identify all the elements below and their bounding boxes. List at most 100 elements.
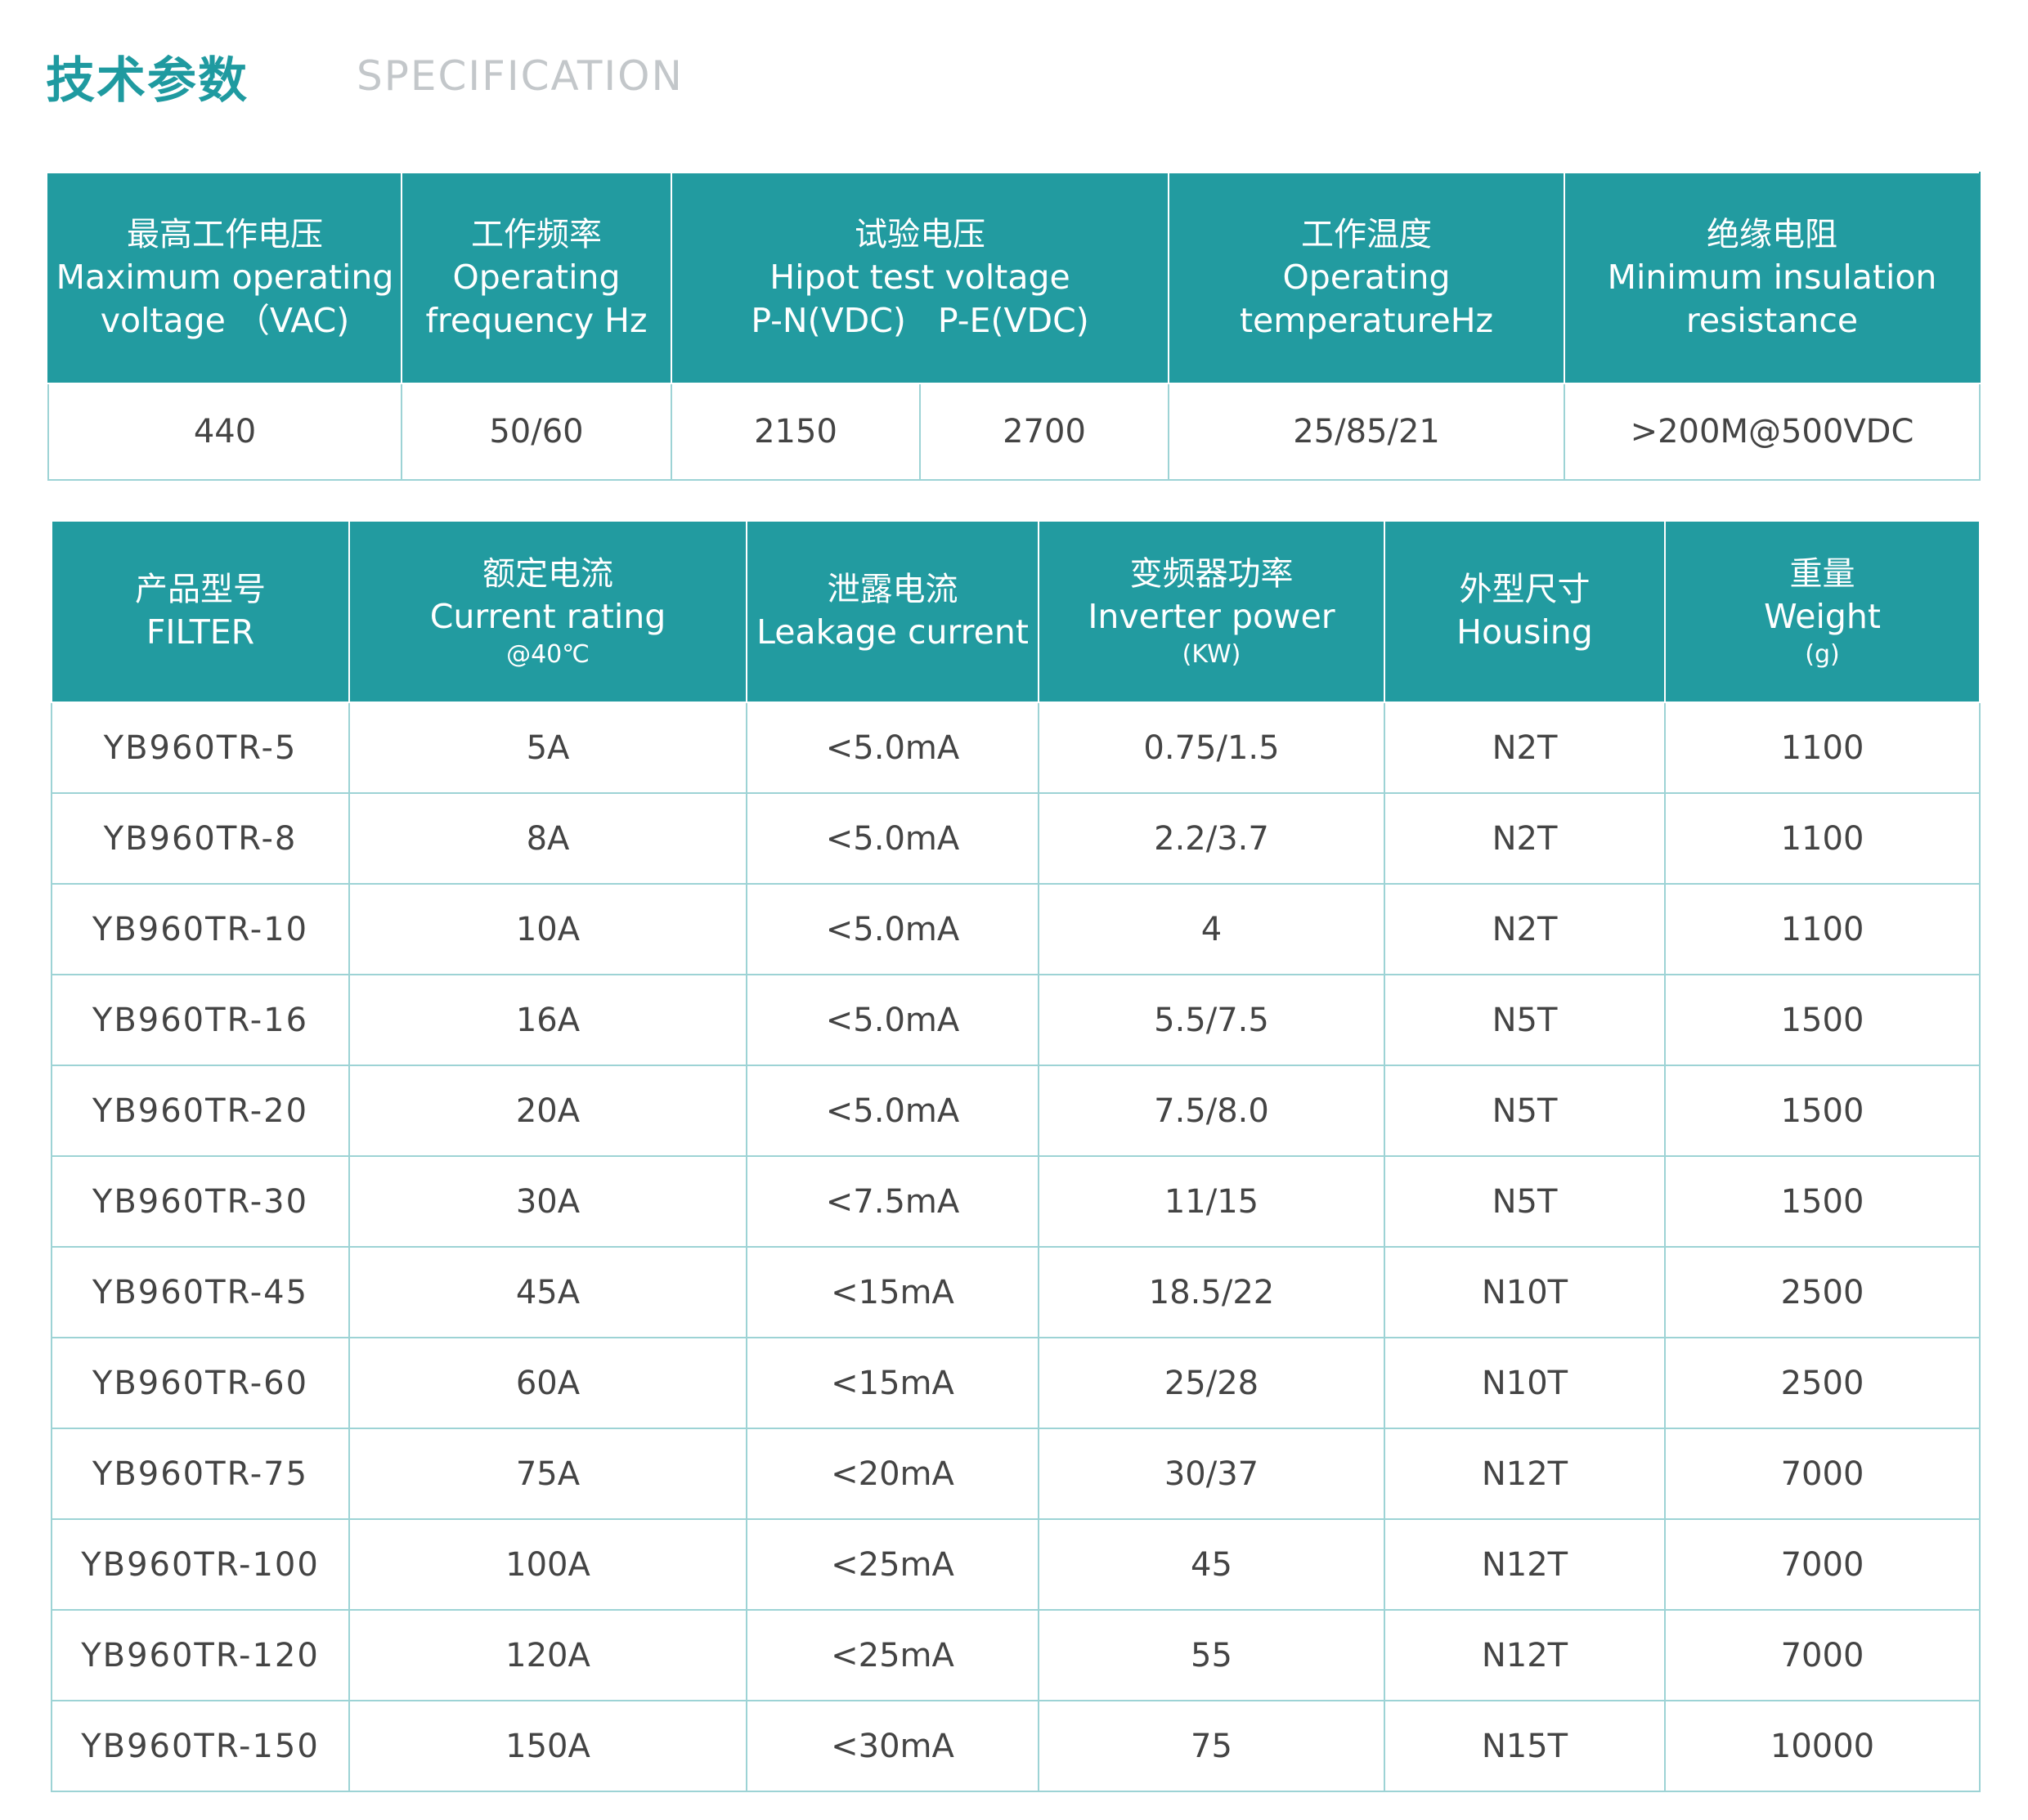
inverter-power-cell: 2.2/3.7 bbox=[1038, 792, 1385, 885]
table-row: YB960TR-16 16A <5.0mA 5.5/7.5 N5T 1500 bbox=[51, 974, 1981, 1066]
header-label-sub: (KW) bbox=[1182, 640, 1241, 670]
table-row: YB960TR-100 100A <25mA 45 N12T 7000 bbox=[51, 1518, 1981, 1611]
filter-header-model: 产品型号 FILTER bbox=[51, 520, 350, 703]
table-row: YB960TR-60 60A <15mA 25/28 N10T 2500 bbox=[51, 1337, 1981, 1429]
model-cell: YB960TR-75 bbox=[51, 1428, 350, 1520]
page-title-en: SPECIFICATION bbox=[357, 52, 684, 100]
leakage-current-cell: <15mA bbox=[746, 1337, 1039, 1429]
header-label-en: frequency Hz bbox=[425, 301, 648, 340]
model-cell: YB960TR-120 bbox=[51, 1609, 350, 1701]
spec-header-max-voltage: 最高工作电压 Maximum operating voltage （VAC) bbox=[47, 172, 402, 384]
header-label-en: Weight bbox=[1764, 596, 1881, 636]
housing-cell: N10T bbox=[1384, 1337, 1666, 1429]
housing-cell: N12T bbox=[1384, 1518, 1666, 1611]
header-label-cn: 外型尺寸 bbox=[1459, 571, 1591, 609]
spec-value-hipot-pe: 2700 bbox=[918, 383, 1170, 481]
weight-cell: 2500 bbox=[1664, 1246, 1981, 1338]
header-label-en: Operating bbox=[452, 257, 621, 297]
spec-value-row: 440 50/60 2150 2700 25/85/21 >200M@500VD… bbox=[47, 383, 1981, 481]
header-label-cn: 绝缘电阻 bbox=[1707, 215, 1838, 253]
inverter-power-cell: 55 bbox=[1038, 1609, 1385, 1701]
housing-cell: N12T bbox=[1384, 1609, 1666, 1701]
leakage-current-cell: <25mA bbox=[746, 1609, 1039, 1701]
table-row: YB960TR-120 120A <25mA 55 N12T 7000 bbox=[51, 1609, 1981, 1701]
inverter-power-cell: 18.5/22 bbox=[1038, 1246, 1385, 1338]
table-row: YB960TR-5 5A <5.0mA 0.75/1.5 N2T 1100 bbox=[51, 702, 1981, 794]
header-label-cn: 最高工作电压 bbox=[127, 215, 323, 253]
header-label-cn: 重量 bbox=[1789, 554, 1855, 593]
inverter-power-cell: 45 bbox=[1038, 1518, 1385, 1611]
leakage-current-cell: <5.0mA bbox=[746, 1065, 1039, 1157]
weight-cell: 1100 bbox=[1664, 702, 1981, 794]
leakage-current-cell: <5.0mA bbox=[746, 974, 1039, 1066]
inverter-power-cell: 11/15 bbox=[1038, 1155, 1385, 1248]
spec-header-row: 最高工作电压 Maximum operating voltage （VAC) 工… bbox=[47, 172, 1981, 384]
header-label-cn: 工作频率 bbox=[471, 215, 602, 253]
model-cell: YB960TR-10 bbox=[51, 883, 350, 975]
weight-cell: 1500 bbox=[1664, 1155, 1981, 1248]
housing-cell: N5T bbox=[1384, 974, 1666, 1066]
housing-cell: N5T bbox=[1384, 1065, 1666, 1157]
header-label-en: Hipot test voltage bbox=[769, 257, 1070, 297]
spec-value-max-voltage: 440 bbox=[47, 383, 402, 481]
spec-value-temperature: 25/85/21 bbox=[1168, 383, 1566, 481]
header-label-cn: 试验电压 bbox=[855, 215, 985, 253]
housing-cell: N2T bbox=[1384, 883, 1666, 975]
housing-cell: N12T bbox=[1384, 1428, 1666, 1520]
header-label-en: voltage （VAC) bbox=[100, 301, 350, 340]
header-label-cn: 泄露电流 bbox=[827, 571, 958, 609]
model-cell: YB960TR-8 bbox=[51, 792, 350, 885]
housing-cell: N2T bbox=[1384, 702, 1666, 794]
model-cell: YB960TR-100 bbox=[51, 1518, 350, 1611]
weight-cell: 2500 bbox=[1664, 1337, 1981, 1429]
header-label-en: P-N(VDC) P-E(VDC) bbox=[751, 301, 1089, 340]
model-cell: YB960TR-60 bbox=[51, 1337, 350, 1429]
filter-header-inverter-power: 变频器功率 Inverter power (KW) bbox=[1038, 520, 1385, 703]
spec-header-hipot-voltage: 试验电压 Hipot test voltage P-N(VDC) P-E(VDC… bbox=[670, 172, 1170, 384]
inverter-power-cell: 75 bbox=[1038, 1700, 1385, 1792]
page-header: 技术参数 SPECIFICATION bbox=[0, 0, 2028, 147]
filter-header-current: 额定电流 Current rating @40℃ bbox=[348, 520, 747, 703]
spec-header-temperature: 工作温度 Operating temperatureHz bbox=[1168, 172, 1566, 384]
housing-cell: N2T bbox=[1384, 792, 1666, 885]
spec-header-insulation: 绝缘电阻 Minimum insulation resistance bbox=[1564, 172, 1981, 384]
leakage-current-cell: <5.0mA bbox=[746, 792, 1039, 885]
spec-header-frequency: 工作频率 Operating frequency Hz bbox=[401, 172, 672, 384]
spec-value-frequency: 50/60 bbox=[401, 383, 672, 481]
inverter-power-cell: 30/37 bbox=[1038, 1428, 1385, 1520]
filter-header-leakage: 泄露电流 Leakage current bbox=[746, 520, 1039, 703]
header-label-en: Inverter power bbox=[1088, 596, 1335, 636]
spec-value-hipot-pn: 2150 bbox=[671, 383, 921, 481]
inverter-power-cell: 5.5/7.5 bbox=[1038, 974, 1385, 1066]
leakage-current-cell: <20mA bbox=[746, 1428, 1039, 1520]
current-rating-cell: 5A bbox=[348, 702, 747, 794]
header-label-sub: (g) bbox=[1805, 640, 1840, 670]
table-row: YB960TR-45 45A <15mA 18.5/22 N10T 2500 bbox=[51, 1246, 1981, 1338]
current-rating-cell: 16A bbox=[348, 974, 747, 1066]
model-cell: YB960TR-20 bbox=[51, 1065, 350, 1157]
housing-cell: N5T bbox=[1384, 1155, 1666, 1248]
current-rating-cell: 120A bbox=[348, 1609, 747, 1701]
header-label-sub: @40℃ bbox=[506, 640, 590, 670]
header-label-en: FILTER bbox=[146, 612, 255, 652]
inverter-power-cell: 7.5/8.0 bbox=[1038, 1065, 1385, 1157]
current-rating-cell: 45A bbox=[348, 1246, 747, 1338]
model-cell: YB960TR-5 bbox=[51, 702, 350, 794]
table-row: YB960TR-10 10A <5.0mA 4 N2T 1100 bbox=[51, 883, 1981, 975]
table-row: YB960TR-20 20A <5.0mA 7.5/8.0 N5T 1500 bbox=[51, 1065, 1981, 1157]
inverter-power-cell: 0.75/1.5 bbox=[1038, 702, 1385, 794]
header-label-en: Housing bbox=[1456, 612, 1593, 652]
leakage-current-cell: <25mA bbox=[746, 1518, 1039, 1611]
filter-model-table: 产品型号 FILTER 额定电流 Current rating @40℃ 泄露电… bbox=[51, 520, 1981, 1792]
weight-cell: 1100 bbox=[1664, 792, 1981, 885]
inverter-power-cell: 25/28 bbox=[1038, 1337, 1385, 1429]
table-row: YB960TR-150 150A <30mA 75 N15T 10000 bbox=[51, 1700, 1981, 1792]
weight-cell: 7000 bbox=[1664, 1518, 1981, 1611]
current-rating-cell: 75A bbox=[348, 1428, 747, 1520]
housing-cell: N10T bbox=[1384, 1246, 1666, 1338]
model-cell: YB960TR-45 bbox=[51, 1246, 350, 1338]
header-label-en: Current rating bbox=[429, 596, 666, 636]
header-label-cn: 额定电流 bbox=[482, 554, 613, 593]
model-cell: YB960TR-30 bbox=[51, 1155, 350, 1248]
current-rating-cell: 30A bbox=[348, 1155, 747, 1248]
